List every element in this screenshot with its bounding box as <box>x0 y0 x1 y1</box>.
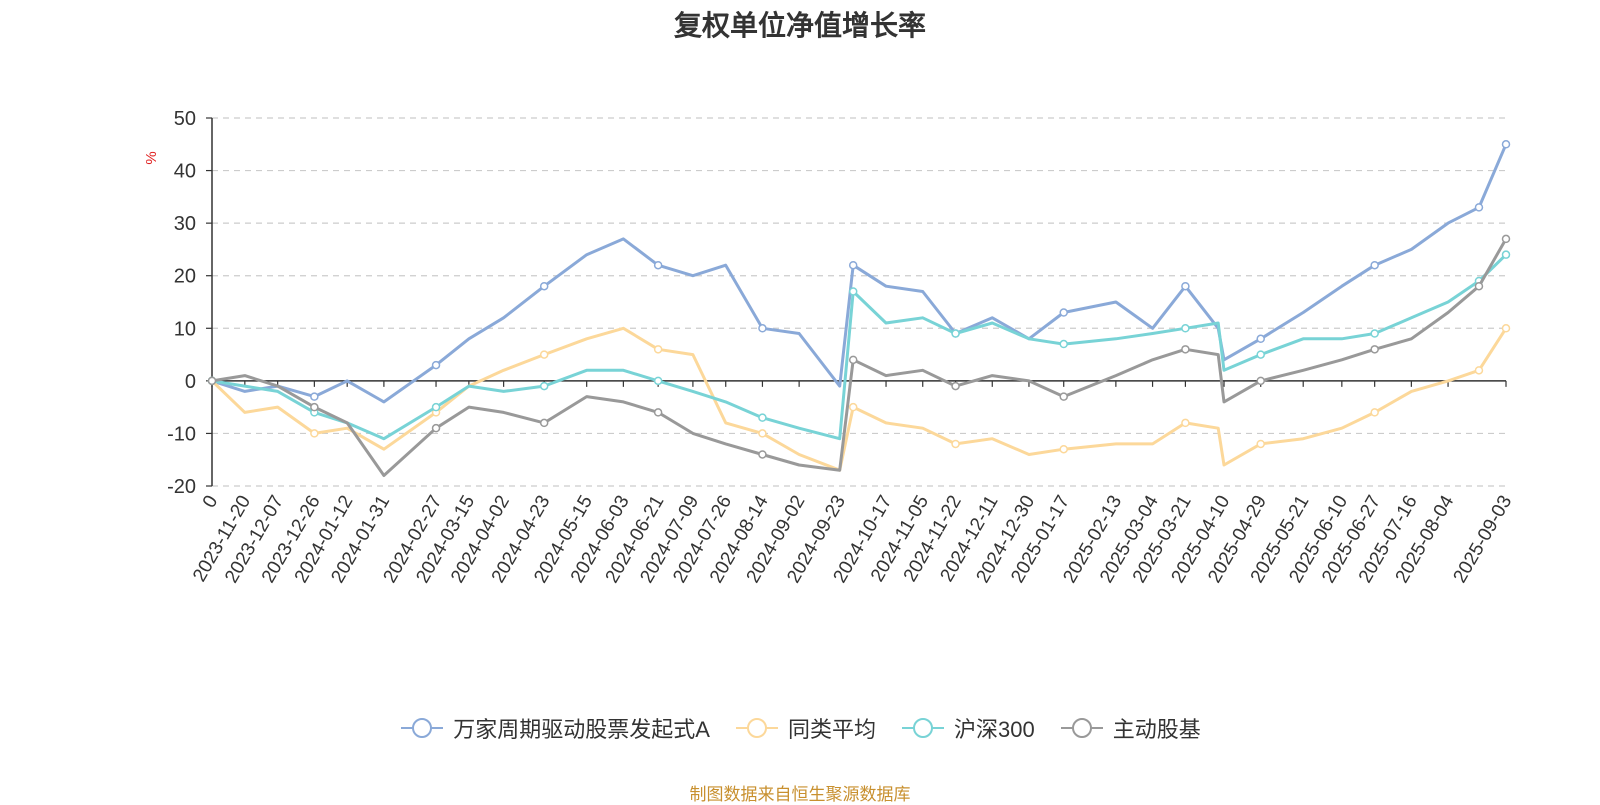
series-line <box>210 326 1508 472</box>
y-tick-label: 30 <box>174 213 196 235</box>
data-point <box>539 350 549 359</box>
data-point <box>1501 324 1511 333</box>
data-point <box>1256 334 1265 344</box>
data-point <box>951 439 960 449</box>
data-point <box>758 429 767 438</box>
data-point <box>1181 281 1190 291</box>
data-point <box>431 360 441 370</box>
legend-label: 同类平均 <box>787 717 876 742</box>
series-0 <box>207 140 1511 404</box>
data-point <box>1474 366 1484 375</box>
data-point <box>310 429 319 438</box>
data-point <box>951 329 960 338</box>
data-point <box>848 287 858 296</box>
legend-label: 沪深300 <box>953 717 1035 742</box>
grid-lines <box>212 117 1506 487</box>
series-line <box>211 143 1508 404</box>
legend-marker-icon <box>735 718 778 738</box>
data-point <box>1181 324 1190 333</box>
data-point <box>1370 260 1379 270</box>
data-point <box>431 423 441 433</box>
series-line <box>211 238 1508 477</box>
data-point <box>1059 444 1068 454</box>
y-tick-label: 10 <box>174 318 196 340</box>
legend-item[interactable]: 同类平均 <box>734 712 876 744</box>
data-point <box>951 381 960 391</box>
series-1 <box>207 324 1511 472</box>
legend-item[interactable]: 万家周期驱动股票发起式A <box>399 712 710 744</box>
data-point <box>1501 234 1511 244</box>
data-point <box>1059 308 1068 317</box>
data-point <box>310 392 319 401</box>
data-point <box>1370 345 1379 354</box>
data-point <box>1474 203 1484 212</box>
x-tick-label: 0 <box>199 492 222 512</box>
series-3 <box>207 234 1511 477</box>
y-tick-label: 40 <box>174 161 196 183</box>
data-point <box>539 418 549 428</box>
data-point <box>758 450 767 459</box>
data-point <box>653 408 663 417</box>
legend-item[interactable]: 沪深300 <box>900 712 1035 744</box>
legend-marker-icon <box>401 718 444 738</box>
data-point <box>758 413 767 422</box>
data-point <box>1501 250 1511 259</box>
y-tick-label: -10 <box>167 423 196 445</box>
legend-item[interactable]: 主动股基 <box>1059 712 1201 744</box>
data-point <box>1256 350 1265 359</box>
data-point <box>1059 339 1068 349</box>
data-point <box>539 381 549 391</box>
y-axis-unit-label: % <box>143 151 160 164</box>
data-point <box>848 355 858 365</box>
y-tick-label: 0 <box>185 371 196 393</box>
data-point <box>758 324 767 333</box>
data-point <box>1256 439 1265 449</box>
data-point <box>848 260 858 270</box>
legend-marker-icon <box>901 718 944 738</box>
data-point <box>1501 140 1511 149</box>
chart-title: 复权单位净值增长率 <box>673 10 926 41</box>
data-point <box>1370 329 1379 338</box>
data-point <box>1474 281 1484 291</box>
data-point <box>1370 408 1379 417</box>
data-point <box>431 402 441 412</box>
legend-marker-icon <box>1060 718 1103 738</box>
data-point <box>653 345 663 354</box>
legend-label: 主动股基 <box>1112 717 1201 742</box>
data-point <box>207 376 217 386</box>
axes: 50403020100-10-2002023-11-202023-12-0720… <box>167 108 1516 587</box>
y-tick-label: 20 <box>174 266 196 288</box>
x-tick-label: 2025-09-03 <box>1450 492 1517 587</box>
data-point <box>653 260 663 270</box>
legend-label: 万家周期驱动股票发起式A <box>453 717 710 742</box>
data-point <box>1181 345 1190 354</box>
data-point <box>539 281 549 291</box>
y-tick-label: -20 <box>167 476 196 498</box>
source-note: 制图数据来自恒生聚源数据库 <box>689 785 911 804</box>
data-point <box>1059 392 1068 401</box>
series-line <box>211 253 1508 441</box>
series-lines <box>207 140 1511 477</box>
data-point <box>1256 376 1265 386</box>
data-point <box>848 402 858 412</box>
chart-legend: 万家周期驱动股票发起式A 同类平均 沪深300 主动股基 <box>0 712 1600 744</box>
data-point <box>310 402 319 412</box>
data-point <box>1181 418 1190 428</box>
y-tick-label: 50 <box>174 108 196 130</box>
data-point <box>653 376 663 386</box>
